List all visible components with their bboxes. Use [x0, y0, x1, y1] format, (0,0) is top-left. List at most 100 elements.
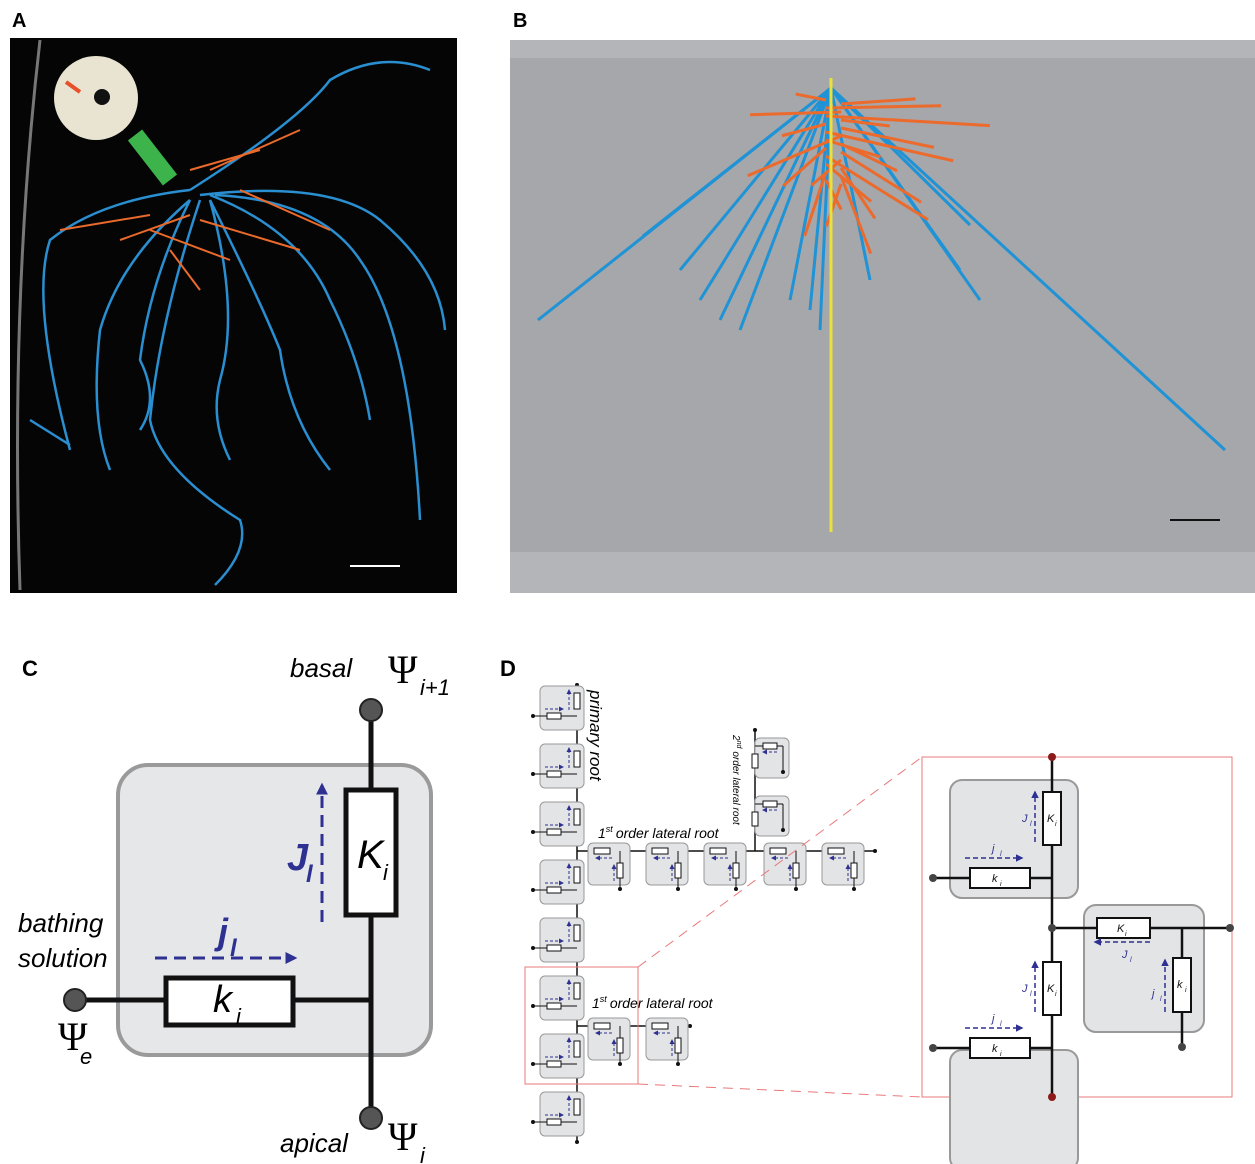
root [214, 193, 422, 521]
resistor [573, 924, 581, 942]
mark [64, 80, 82, 94]
resistor [1042, 961, 1062, 1016]
root [209, 193, 372, 421]
label: basal [290, 653, 353, 683]
node [929, 874, 937, 882]
label: nd [735, 741, 742, 750]
label: i [1055, 821, 1057, 828]
zoom-link [637, 1083, 923, 1098]
node [531, 888, 535, 892]
node [734, 887, 738, 891]
node [531, 830, 535, 834]
label: 1st order lateral root [592, 994, 714, 1011]
label: J [287, 837, 309, 879]
label: Ψ [388, 647, 418, 692]
resistor [1096, 917, 1151, 939]
node [794, 887, 798, 891]
resistor [709, 847, 727, 855]
resistor [762, 800, 778, 808]
lateral [782, 146, 827, 188]
resistor [762, 742, 778, 750]
root [199, 189, 447, 331]
resistor [573, 1040, 581, 1058]
node [1226, 924, 1234, 932]
label: solution [18, 943, 108, 973]
label: A [12, 10, 26, 32]
lateral [239, 189, 331, 231]
node [531, 1062, 535, 1066]
label: J [1121, 949, 1128, 961]
lateral [824, 183, 843, 227]
shoot [127, 129, 178, 186]
label: primary root [586, 689, 605, 782]
root [95, 199, 191, 471]
label: C [22, 656, 38, 681]
label: K [1047, 813, 1055, 825]
label: j [990, 843, 995, 855]
resistor [573, 866, 581, 884]
node [676, 887, 680, 891]
label: k [992, 873, 998, 885]
node [359, 698, 383, 722]
lateral [59, 214, 151, 231]
label: i+1 [420, 675, 450, 700]
render-floor [510, 58, 1255, 552]
label: k [992, 1043, 998, 1055]
zoom-link [637, 756, 923, 968]
node [1178, 1043, 1186, 1051]
lateral [839, 167, 877, 220]
resistor [751, 753, 759, 769]
lateral [750, 110, 842, 117]
root [42, 188, 191, 451]
node [1048, 924, 1056, 932]
lateral [781, 122, 827, 138]
root [829, 86, 972, 227]
lateral [825, 130, 954, 163]
label: j [1150, 988, 1155, 1000]
root [138, 199, 192, 431]
resistor [573, 750, 581, 768]
resistor [573, 692, 581, 710]
label: l [1030, 991, 1032, 998]
label: i [1125, 931, 1127, 938]
label: order lateral root [730, 751, 741, 826]
lateral [169, 249, 201, 291]
resistor [546, 712, 562, 720]
label: i [236, 1004, 242, 1029]
label: D [500, 656, 516, 681]
label: j [990, 1013, 995, 1025]
resistor [616, 1037, 624, 1054]
lateral [825, 154, 929, 221]
resistor [546, 1002, 562, 1010]
node [531, 1120, 535, 1124]
resistor [651, 1022, 669, 1030]
zoom-source [524, 966, 639, 1085]
root [148, 199, 244, 586]
lateral [825, 114, 990, 128]
label: i [1055, 991, 1057, 998]
resistor [573, 982, 581, 1000]
resistor [827, 847, 845, 855]
root [808, 87, 833, 311]
petri-edge [16, 39, 42, 591]
node [618, 887, 622, 891]
label: K [1047, 983, 1055, 995]
label: j [214, 911, 229, 952]
lateral [209, 129, 301, 171]
node [1048, 1093, 1056, 1101]
label: i [383, 860, 389, 885]
lateral [149, 229, 231, 261]
label: order lateral root [610, 995, 714, 1011]
lateral [840, 142, 898, 173]
resistor [573, 808, 581, 826]
lateral [199, 219, 301, 251]
label: order lateral root [616, 825, 720, 841]
label: J [1021, 813, 1028, 825]
hole [94, 89, 110, 105]
resistor [969, 867, 1031, 889]
lateral [803, 171, 828, 237]
lateral [795, 92, 827, 102]
label: i [1000, 1051, 1002, 1058]
label: J [1021, 983, 1028, 995]
